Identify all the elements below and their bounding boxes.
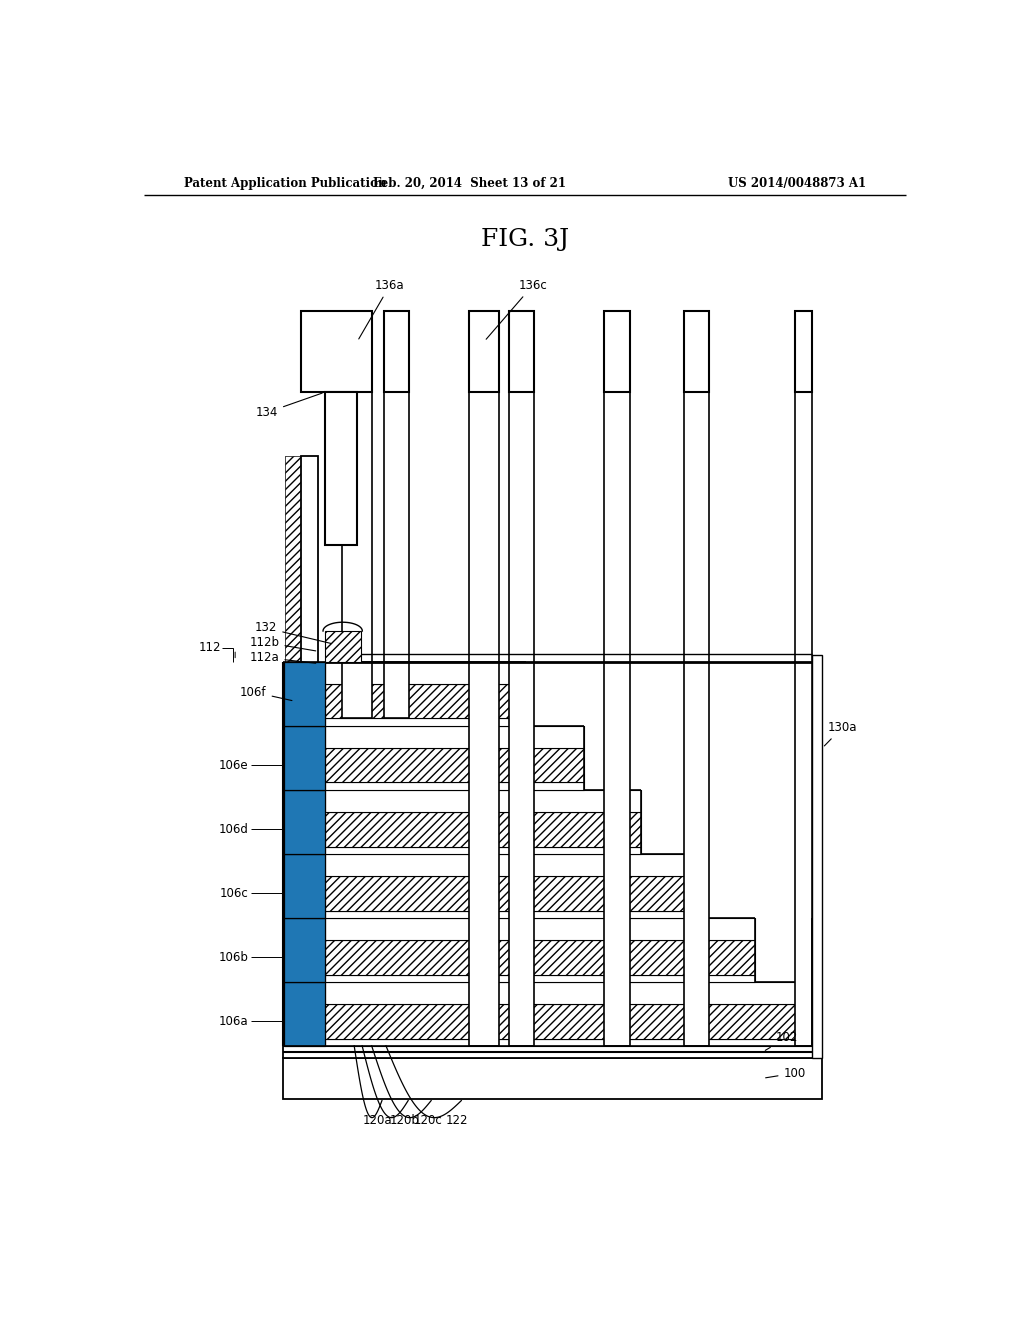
Text: 106f: 106f — [241, 685, 292, 701]
Bar — [325, 1039, 812, 1045]
Text: Patent Application Publication: Patent Application Publication — [183, 177, 386, 190]
Text: 112a: 112a — [250, 651, 315, 664]
Text: 106a: 106a — [219, 1015, 249, 1028]
Bar — [285, 1005, 325, 1039]
Bar — [795, 312, 812, 392]
Text: 106c: 106c — [220, 887, 249, 900]
Bar — [325, 876, 697, 911]
Text: 120c: 120c — [414, 1114, 442, 1127]
Bar — [469, 312, 500, 392]
Bar — [283, 1045, 822, 1057]
Bar — [325, 854, 697, 876]
Bar — [284, 726, 325, 789]
Bar — [325, 974, 755, 982]
Bar — [285, 748, 325, 783]
Text: 112: 112 — [199, 642, 221, 655]
Bar — [301, 312, 373, 392]
Bar — [509, 312, 535, 1045]
Bar — [284, 661, 325, 726]
Bar — [285, 940, 325, 974]
Bar — [325, 911, 697, 917]
Bar — [325, 940, 755, 974]
Bar — [604, 312, 630, 392]
Bar — [325, 726, 584, 748]
Text: 112b: 112b — [250, 636, 315, 651]
Bar — [325, 392, 356, 545]
Text: 102: 102 — [765, 1031, 798, 1051]
Text: 106b: 106b — [219, 950, 249, 964]
Bar — [325, 917, 755, 940]
Bar — [301, 457, 318, 1045]
Bar — [325, 1005, 812, 1039]
Text: 120a: 120a — [364, 1114, 393, 1127]
Bar — [684, 312, 709, 392]
Bar — [325, 789, 641, 812]
Text: 106e: 106e — [219, 759, 249, 772]
Bar — [325, 982, 812, 1005]
Bar — [283, 1057, 822, 1098]
Bar — [325, 846, 641, 854]
Text: 134: 134 — [256, 393, 323, 418]
Text: 106d: 106d — [219, 822, 249, 836]
Bar — [325, 718, 526, 726]
Text: Feb. 20, 2014  Sheet 13 of 21: Feb. 20, 2014 Sheet 13 of 21 — [373, 177, 565, 190]
Bar — [342, 312, 373, 718]
Bar — [284, 789, 325, 854]
Text: 120b: 120b — [389, 1114, 419, 1127]
Bar — [604, 312, 630, 1045]
Text: FIG. 3J: FIG. 3J — [480, 228, 569, 251]
Text: 132: 132 — [255, 622, 332, 644]
Bar — [325, 631, 360, 661]
Text: 130a: 130a — [824, 721, 857, 746]
Bar — [384, 312, 409, 392]
Bar — [325, 684, 526, 718]
Bar — [285, 457, 301, 1045]
Bar — [284, 854, 325, 917]
Text: 100: 100 — [766, 1067, 806, 1080]
Bar — [284, 917, 325, 982]
Bar — [684, 312, 709, 1045]
Text: 136c: 136c — [486, 279, 547, 339]
Text: US 2014/0048873 A1: US 2014/0048873 A1 — [728, 177, 866, 190]
Bar — [795, 312, 812, 1045]
Bar — [509, 312, 535, 392]
Bar — [384, 312, 409, 718]
Bar — [285, 684, 325, 718]
Bar — [325, 783, 584, 789]
Text: 122: 122 — [446, 1114, 469, 1127]
Bar — [469, 312, 500, 1045]
Bar — [325, 812, 641, 846]
Bar — [325, 661, 526, 684]
Bar — [285, 812, 325, 846]
Bar — [284, 982, 325, 1045]
Bar — [812, 656, 822, 1057]
Text: 136a: 136a — [358, 279, 404, 339]
Bar — [285, 876, 325, 911]
Bar — [325, 748, 584, 783]
